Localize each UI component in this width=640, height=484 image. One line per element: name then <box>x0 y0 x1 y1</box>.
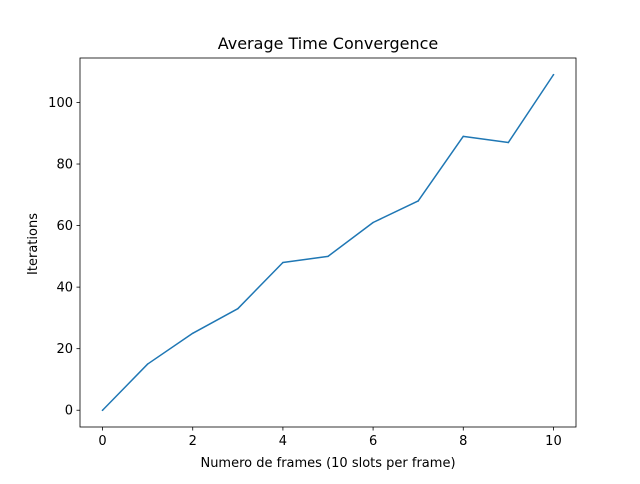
y-tick-label: 60 <box>56 219 73 234</box>
data-point <box>282 261 284 264</box>
data-point <box>191 332 194 335</box>
data-point <box>101 409 104 411</box>
data-point <box>507 141 510 144</box>
data-point <box>462 135 465 138</box>
data-point <box>372 221 374 224</box>
x-tick-label: 2 <box>189 434 197 449</box>
x-axis-label: Numero de frames (10 slots per frame) <box>200 456 455 471</box>
y-axis-label: Iterations <box>26 213 41 275</box>
x-tick-label: 8 <box>459 434 467 449</box>
y-axis: 0 20 40 60 80 100 <box>48 96 80 419</box>
plot-area <box>79 57 577 428</box>
y-tick-label: 0 <box>65 404 73 419</box>
data-point <box>417 200 419 202</box>
data-point <box>237 307 239 310</box>
chart-title: Average Time Convergence <box>218 34 439 53</box>
x-axis: 0 2 4 6 8 10 <box>98 427 562 449</box>
x-tick-label: 4 <box>279 434 287 449</box>
data-point <box>552 74 555 76</box>
y-tick-label: 100 <box>48 96 73 111</box>
data-point <box>327 255 329 258</box>
y-tick-label: 40 <box>56 281 73 296</box>
y-tick-label: 80 <box>56 158 73 173</box>
x-tick-label: 0 <box>98 434 106 449</box>
x-tick-label: 6 <box>369 434 377 449</box>
axes-frame <box>79 57 577 428</box>
y-tick-label: 20 <box>56 342 73 357</box>
data-point <box>146 363 149 365</box>
x-tick-label: 10 <box>545 434 562 449</box>
